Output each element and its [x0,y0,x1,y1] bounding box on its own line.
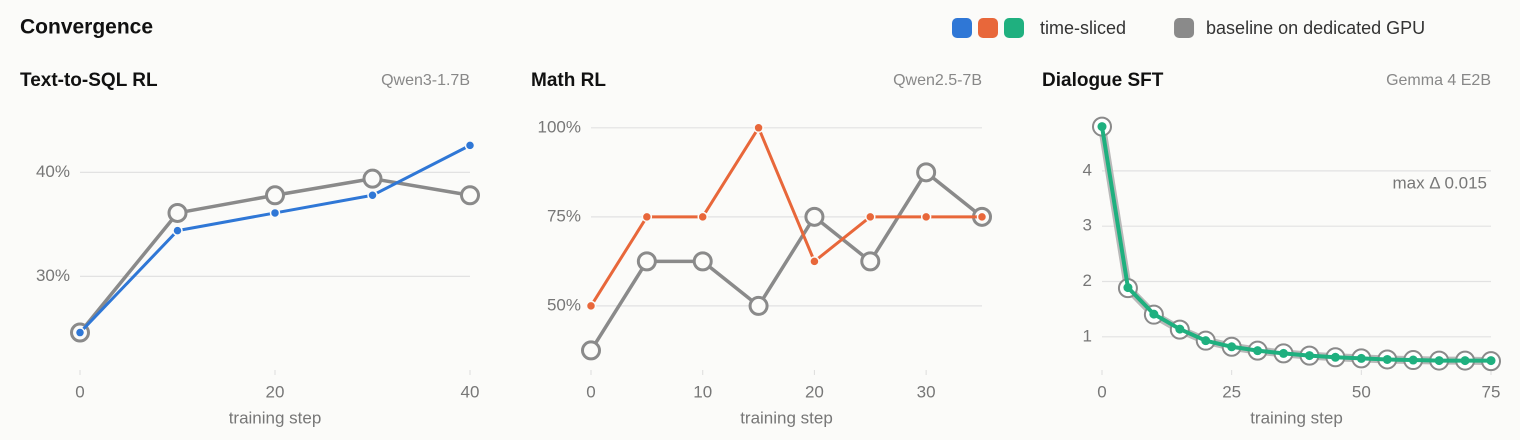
y-tick-label: 3 [1083,216,1092,235]
legend-swatch [1174,18,1195,38]
series [581,162,992,361]
x-axis-label: training step [740,408,833,427]
time-sliced-marker [1097,122,1107,132]
baseline-marker [636,251,657,272]
time-sliced-marker [809,256,820,267]
panel-subtitle: Qwen2.5-7B [893,72,982,89]
legend-swatch [952,18,972,38]
y-tick-label: 2 [1083,271,1092,290]
annotation: max Δ 0.015 [1392,173,1487,192]
series [585,122,988,312]
time-sliced-marker [1149,309,1159,319]
y-tick-label: 1 [1083,326,1092,345]
time-sliced-marker [1201,336,1211,346]
time-sliced-marker [697,211,708,223]
series [74,140,476,338]
y-tick-label: 100% [538,117,581,136]
x-tick-label: 10 [693,382,712,401]
time-sliced-marker [865,211,876,223]
time-sliced-marker [172,225,183,236]
baseline-marker [265,185,285,206]
panel: Text-to-SQL RL Qwen3-1.7B 30% 40% 0 20 40 train… [20,70,480,427]
baseline-marker [916,162,937,183]
line [1100,126,1491,363]
y-tick-label: 50% [547,295,581,314]
series [1097,122,1496,366]
time-sliced-marker [1356,353,1366,363]
legend: time-sliced baseline on dedicated GPU [952,18,1425,38]
line [1098,125,1492,366]
baseline-marker [460,185,480,206]
panel: Math RL Qwen2.5-7B 50% 75% 100% 0 10 20 30 traini… [531,70,992,427]
panel: Dialogue SFT Gemma 4 E2B 1 2 3 4 0 25 50 75 traini… [1042,70,1501,427]
time-sliced-marker [1253,346,1263,356]
legend-swatch [978,18,998,38]
panel-title: Dialogue SFT [1042,70,1164,91]
time-sliced-marker [585,300,597,312]
baseline-marker [692,251,713,272]
x-axis-label: training step [1250,408,1343,427]
time-sliced-marker [1330,352,1340,362]
baseline-marker [167,202,188,223]
time-sliced-marker [1486,356,1496,366]
panel-title: Math RL [531,70,606,91]
time-sliced-marker [1279,348,1289,358]
series [70,168,480,343]
panel-subtitle: Gemma 4 E2B [1386,72,1491,89]
line [589,126,982,307]
time-sliced-marker [976,211,988,223]
time-sliced-marker [74,327,86,338]
baseline-marker [748,295,769,316]
x-tick-label: 30 [917,382,936,401]
y-tick-label: 75% [547,206,581,225]
time-sliced-marker [367,190,378,201]
x-tick-label: 25 [1222,382,1241,401]
x-tick-label: 40 [461,382,480,401]
x-tick-label: 0 [75,382,84,401]
time-sliced-marker [920,211,932,223]
time-sliced-marker [269,207,281,219]
time-sliced-marker [1123,283,1133,293]
panel-title: Text-to-SQL RL [20,70,158,91]
x-tick-label: 20 [266,382,285,401]
page-title: Convergence [20,16,153,39]
x-tick-label: 0 [586,382,595,401]
legend-label: baseline on dedicated GPU [1206,18,1425,38]
x-tick-label: 75 [1482,382,1501,401]
x-tick-label: 50 [1352,382,1371,401]
legend-label: time-sliced [1040,18,1126,38]
time-sliced-marker [1460,356,1470,366]
baseline-marker [804,206,825,227]
time-sliced-marker [1382,354,1392,364]
time-sliced-marker [1304,351,1314,361]
x-tick-label: 20 [805,382,824,401]
series [1092,116,1501,372]
baseline-marker [581,340,601,361]
y-tick-label: 30% [36,266,70,285]
baseline-marker [860,251,881,272]
legend-swatch [1004,18,1024,38]
time-sliced-marker [1434,356,1444,366]
time-sliced-marker [464,140,476,151]
baseline-marker [362,168,383,189]
time-sliced-marker [753,122,764,134]
y-tick-label: 40% [36,162,70,181]
y-tick-label: 4 [1083,160,1092,179]
time-sliced-marker [1227,342,1237,352]
x-axis-label: training step [229,408,322,427]
panel-subtitle: Qwen3-1.7B [381,72,470,89]
time-sliced-marker [1175,324,1185,334]
time-sliced-marker [641,211,653,223]
line [78,144,471,334]
x-tick-label: 0 [1097,382,1106,401]
time-sliced-marker [1408,355,1418,365]
